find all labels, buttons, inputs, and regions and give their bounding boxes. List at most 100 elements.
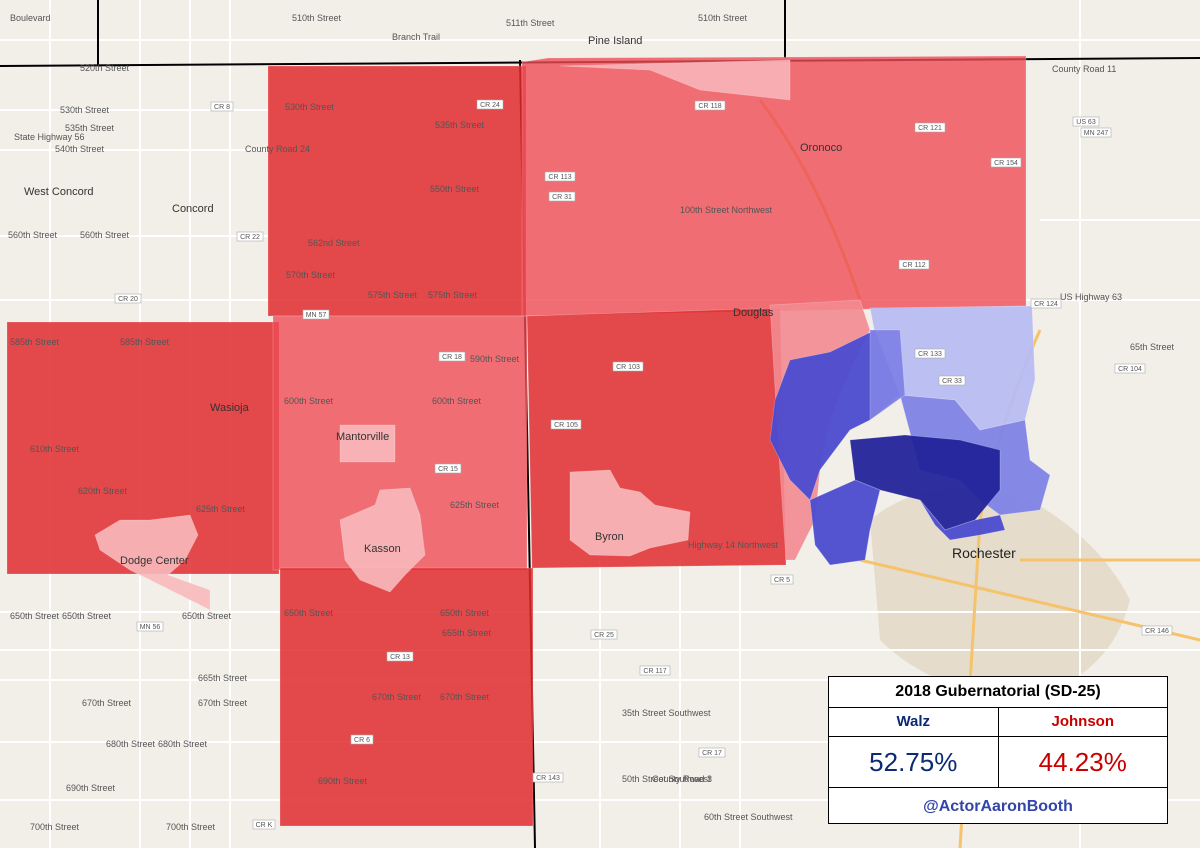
route-shield-bg [350,734,374,745]
route-shield-bg [434,463,462,474]
results-legend: 2018 Gubernatorial (SD-25) Walz Johnson … [828,676,1168,824]
route-shields: CR 8 CR 24 CR 22 CR 20 CR 18 CR 15 CR 13 CR 6 CR… [114,99,1173,830]
route-shield-bg [938,375,966,386]
svg-text:625th Street: 625th Street [196,504,246,514]
svg-text:655th Street: 655th Street [442,628,492,638]
route-shield-bg [612,361,644,372]
svg-text:County Road 11: County Road 11 [1052,64,1116,74]
svg-text:670th Street: 670th Street [372,692,422,702]
route-shield-bg [914,348,946,359]
svg-text:575th Street: 575th Street [428,290,478,300]
route-shield-bg [114,293,142,304]
svg-text:600th Street: 600th Street [284,396,334,406]
precinct-rochester-south [919,499,1006,541]
route-shield-bg [548,191,576,202]
svg-text:35th Street Southwest: 35th Street Southwest [622,708,711,718]
route-shield-label: CR 15 [438,466,458,473]
svg-text:620th Street: 620th Street [78,486,128,496]
route-shield-label: CR 22 [240,234,260,241]
route-shield-bg [770,574,794,585]
route-shield-bg [990,157,1022,168]
svg-text:Byron: Byron [595,531,624,543]
svg-text:585th Street: 585th Street [120,337,170,347]
candidate-dem-name: Walz [896,713,931,730]
route-shield-label: CR 24 [480,102,500,109]
route-shield-bg [1141,625,1173,636]
svg-text:680th Street: 680th Street [106,739,156,749]
svg-text:700th Street: 700th Street [30,822,80,832]
svg-text:County Road 3: County Road 3 [652,774,712,784]
svg-text:585th Street: 585th Street [10,337,60,347]
svg-text:511th Street: 511th Street [506,18,555,28]
svg-text:535th Street: 535th Street [435,120,485,130]
route-shield-bg [476,99,504,110]
svg-text:West Concord: West Concord [24,186,94,198]
svg-text:Concord: Concord [172,203,214,215]
map-labels: Boulevard 510th Street 510th Street 511t… [8,13,1175,832]
svg-text:650th Street: 650th Street [182,611,232,621]
route-shield-label: CR 112 [902,262,925,269]
route-shield-bg [1114,363,1146,374]
route-shield-bg [1080,127,1112,138]
route-shield-label: MN 247 [1084,130,1109,137]
route-shield-bg [210,101,234,112]
route-shield-label: CR 113 [548,174,571,181]
percent-row: 52.75% 44.23% [829,737,1167,788]
route-shield-bg [898,259,930,270]
svg-text:690th Street: 690th Street [318,776,368,786]
route-shield-bg [438,351,466,362]
route-shield-bg [1030,298,1062,309]
svg-text:Oronoco: Oronoco [800,142,842,154]
legend-title: 2018 Gubernatorial (SD-25) [829,677,1167,708]
svg-text:650th Street: 650th Street [284,608,334,618]
route-shield-bg [136,621,164,632]
svg-text:650th Street: 650th Street [62,611,112,621]
precincts [6,55,1051,827]
svg-text:Branch Trail: Branch Trail [392,32,440,42]
candidate-row: Walz Johnson [829,708,1167,737]
svg-text:700th Street: 700th Street [166,822,216,832]
precinct-byron-city [569,469,691,557]
route-shield-label: CR 6 [354,737,370,744]
svg-text:665th Street: 665th Street [198,673,248,683]
route-shield-bg [639,665,671,676]
svg-text:510th Street: 510th Street [698,13,748,23]
svg-text:US Highway 63: US Highway 63 [1060,292,1122,302]
route-shield-label: CR 146 [1145,628,1169,635]
svg-text:Kasson: Kasson [364,543,401,555]
svg-text:Wasioja: Wasioja [210,402,250,414]
svg-text:100th Street Northwest: 100th Street Northwest [680,205,773,215]
route-shield-label: CR 117 [643,668,666,675]
svg-text:690th Street: 690th Street [66,783,116,793]
svg-text:60th Street Southwest: 60th Street Southwest [704,812,793,822]
route-shield-label: CR 33 [942,378,962,385]
precinct-pine-island-fringe [559,59,791,101]
svg-text:600th Street: 600th Street [432,396,482,406]
precinct-oronoco [521,55,1027,317]
svg-text:680th Street: 680th Street [158,739,208,749]
svg-text:510th Street: 510th Street [292,13,342,23]
route-shield-bg [550,419,582,430]
route-shield-label: MN 57 [306,312,327,319]
svg-text:670th Street: 670th Street [440,692,490,702]
svg-text:520th Street: 520th Street [80,63,130,73]
svg-text:650th Street: 650th Street [10,611,60,621]
svg-text:County Road 24: County Road 24 [245,144,310,154]
route-shield-label: CR 18 [442,354,462,361]
route-shield-label: CR 13 [390,654,410,661]
route-shield-bg [590,629,618,640]
svg-text:540th Street: 540th Street [55,144,105,154]
route-shield-bg [252,819,276,830]
svg-text:562nd Street: 562nd Street [308,238,360,248]
precinct-kasson-city [339,487,426,593]
route-shield-bg [386,651,414,662]
route-shield-label: CR 104 [1118,366,1142,373]
svg-text:650th Street: 650th Street [440,608,490,618]
route-shield-label: CR 25 [594,632,614,639]
route-shield-bg [698,747,726,758]
route-shield-bg [544,171,576,182]
svg-text:Highway 14 Northwest: Highway 14 Northwest [688,540,779,550]
precinct-south-dodge [279,567,534,827]
svg-text:530th Street: 530th Street [285,102,335,112]
